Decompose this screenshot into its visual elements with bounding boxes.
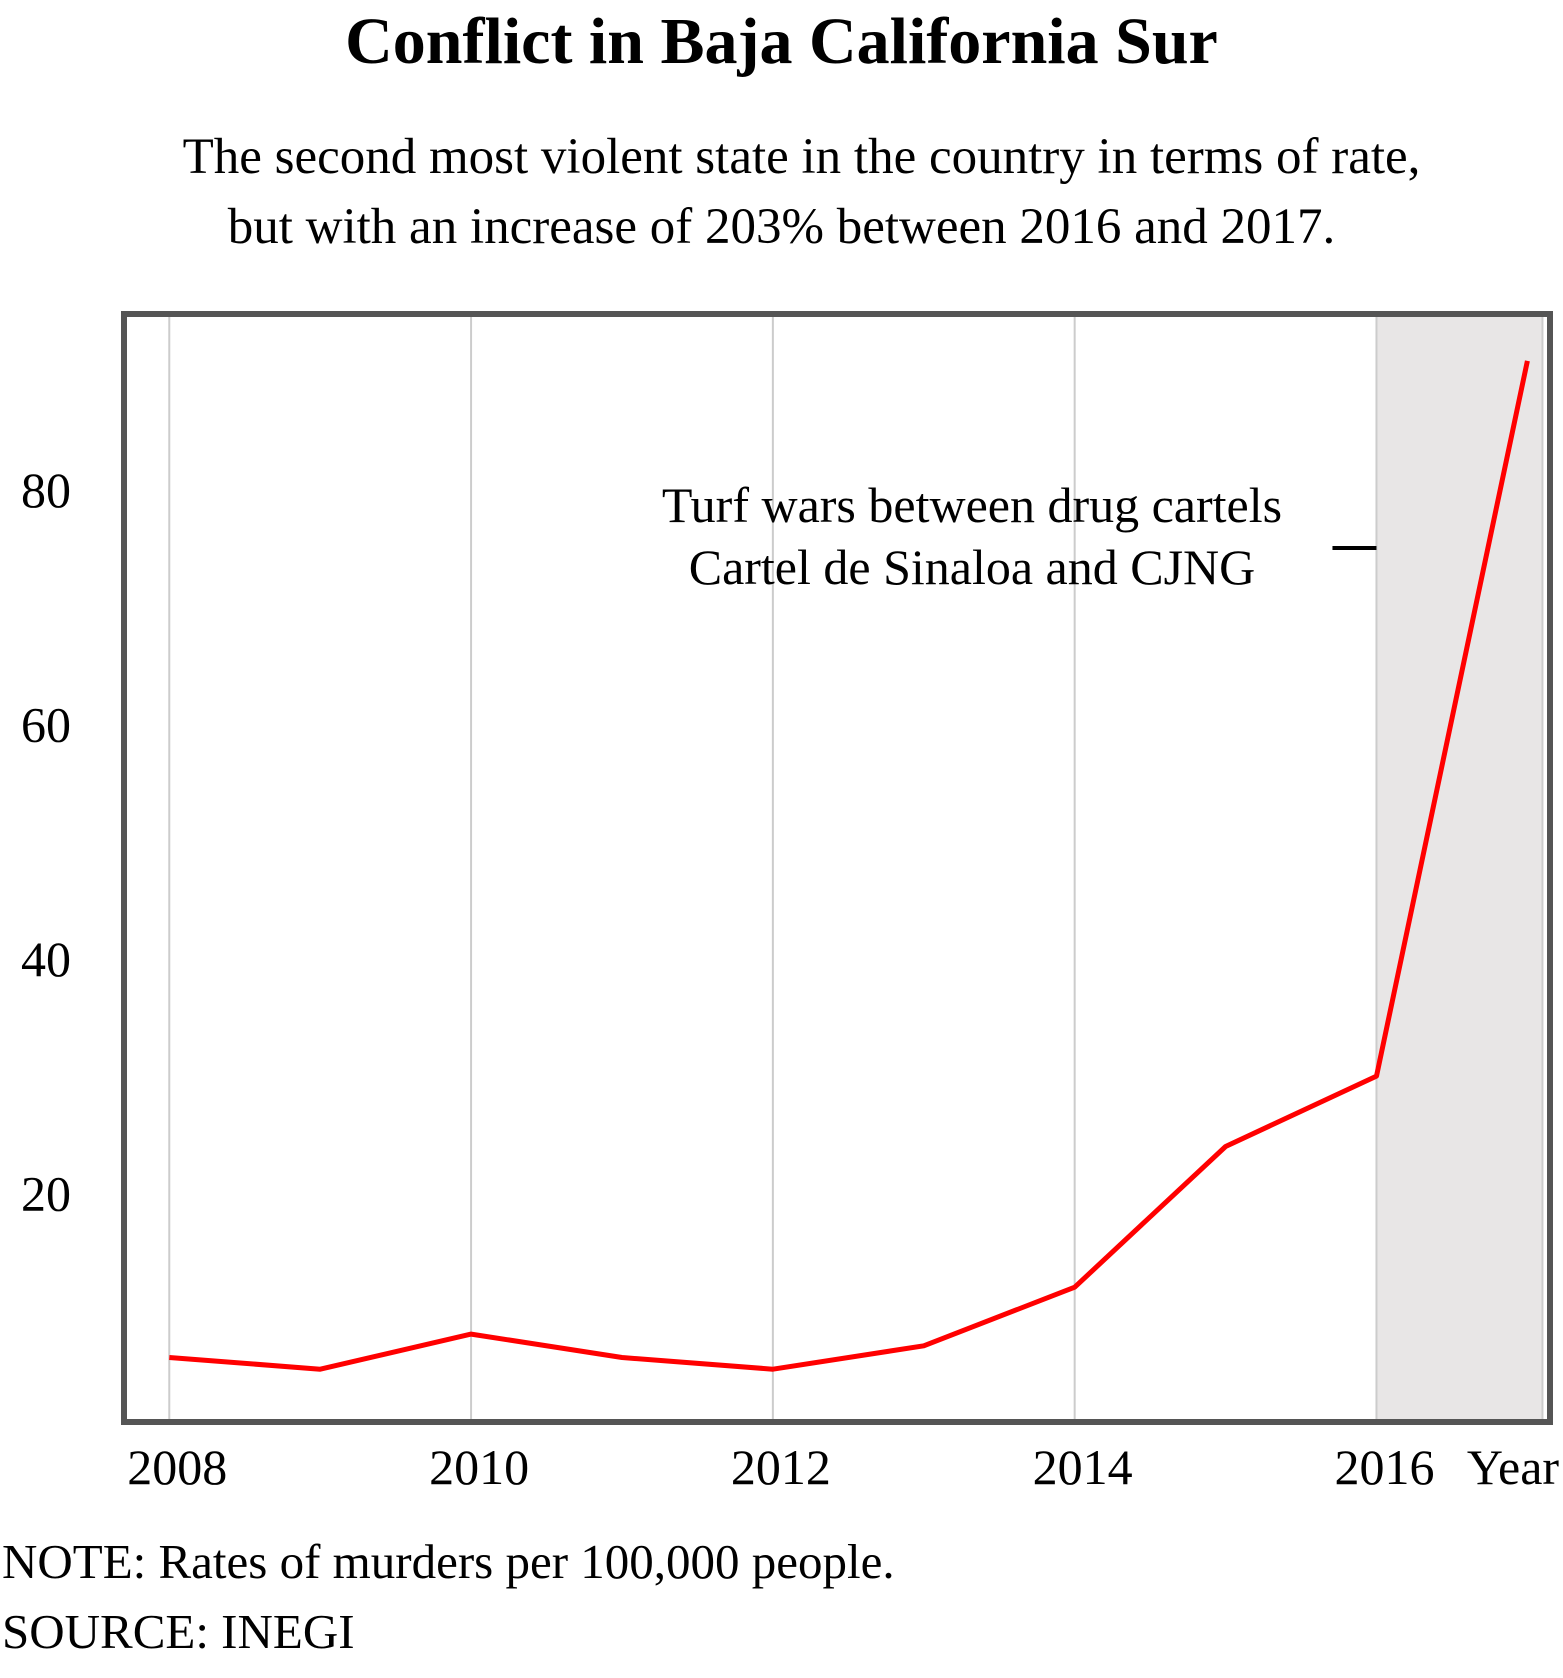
chart-note: NOTE: Rates of murders per 100,000 peopl… bbox=[2, 1534, 895, 1589]
y-tick-label: 20 bbox=[21, 1165, 71, 1221]
line-chart: 2008 2010 2012 2014 2016 Year 20 40 60 80 Turf war… bbox=[21, 311, 1559, 1495]
chart-source: SOURCE: INEGI bbox=[2, 1604, 355, 1659]
chart-title: Conflict in Baja California Sur bbox=[345, 5, 1218, 78]
x-tick-label: 2012 bbox=[731, 1439, 831, 1495]
x-tick-label: 2008 bbox=[127, 1439, 227, 1495]
y-tick-label: 60 bbox=[21, 696, 71, 752]
x-tick-label: 2016 bbox=[1334, 1439, 1434, 1495]
plot-frame bbox=[121, 311, 1553, 1425]
annotation-text: Turf wars between drug cartels bbox=[662, 477, 1282, 533]
x-tick-label: 2014 bbox=[1033, 1439, 1133, 1495]
shaded-period bbox=[1376, 314, 1543, 1422]
y-tick-label: 80 bbox=[21, 462, 71, 518]
chart-subtitle-line-2: but with an increase of 203% between 201… bbox=[227, 199, 1336, 255]
x-axis-label: Year bbox=[1467, 1439, 1559, 1495]
y-tick-label: 40 bbox=[21, 931, 71, 987]
x-tick-label: 2010 bbox=[429, 1439, 529, 1495]
annotation-text: Cartel de Sinaloa and CJNG bbox=[689, 539, 1256, 595]
series-line bbox=[169, 360, 1530, 1372]
chart-subtitle-line-1: The second most violent state in the cou… bbox=[182, 129, 1421, 185]
